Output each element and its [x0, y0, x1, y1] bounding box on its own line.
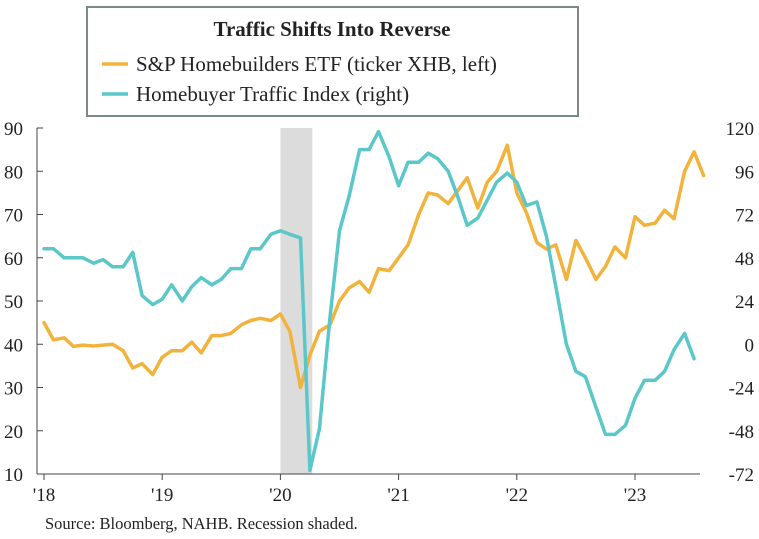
left-tick-label: 90: [4, 119, 23, 140]
series-line-xhb: [42, 143, 706, 390]
left-tick-label: 60: [4, 249, 23, 270]
right-tick-label: 24: [735, 292, 755, 313]
source-note: Source: Bloomberg, NAHB. Recession shade…: [45, 514, 358, 533]
x-tick-label: '18: [33, 485, 55, 506]
chart-title: Traffic Shifts Into Reverse: [214, 17, 451, 41]
right-tick-label: 96: [735, 162, 754, 183]
right-tick-label: -48: [729, 422, 754, 443]
right-axis-ticks: -72 -48 -24 0 24 48 72 96 120: [726, 119, 755, 486]
x-tick-label: '22: [506, 485, 528, 506]
x-tick-label: '20: [269, 485, 291, 506]
legend-label-xhb: S&P Homebuilders ETF (ticker XHB, left): [136, 52, 497, 76]
legend-label-traffic: Homebuyer Traffic Index (right): [136, 82, 409, 106]
x-tick-label: '21: [387, 485, 409, 506]
left-tick-label: 70: [4, 206, 23, 227]
legend-box: [86, 6, 579, 117]
right-tick-label: 48: [735, 249, 754, 270]
right-tick-label: -24: [729, 379, 755, 400]
left-tick-label: 80: [4, 162, 23, 183]
left-tick-label: 40: [4, 335, 23, 356]
right-tick-label: 0: [745, 335, 755, 356]
left-axis-ticks: 10 20 30 40 50 60 70 80 90: [4, 119, 43, 486]
x-axis-ticks: '18 '19 '20 '21 '22 '23: [33, 474, 646, 506]
left-tick-label: 20: [4, 422, 23, 443]
x-tick-label: '23: [624, 485, 646, 506]
right-tick-label: 120: [726, 119, 755, 140]
x-tick-label: '19: [151, 485, 173, 506]
legend: Traffic Shifts Into Reverse S&P Homebuil…: [86, 6, 579, 117]
right-tick-label: -72: [729, 465, 754, 486]
left-tick-label: 10: [4, 465, 23, 486]
left-tick-label: 30: [4, 379, 23, 400]
left-tick-label: 50: [4, 292, 23, 313]
series-line-traffic: [42, 129, 696, 473]
right-tick-label: 72: [735, 206, 754, 227]
